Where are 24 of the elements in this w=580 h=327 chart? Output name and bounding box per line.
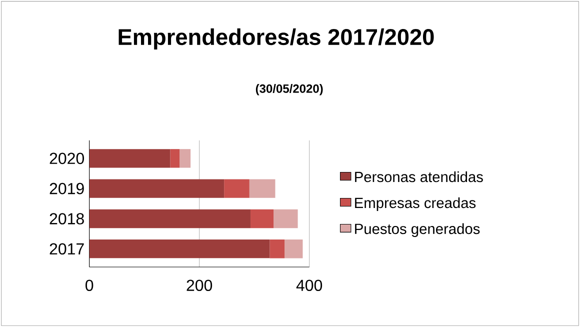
chart-title: Emprendedores/as 2017/2020 bbox=[118, 28, 434, 50]
bar bbox=[274, 209, 298, 228]
y-tick-label: 2019 bbox=[50, 182, 84, 194]
bar bbox=[89, 149, 170, 168]
bar bbox=[170, 149, 180, 168]
bar bbox=[180, 149, 191, 168]
legend-label: Puestos generados bbox=[355, 223, 480, 237]
x-tick-label: 0 bbox=[86, 280, 94, 292]
x-tick-label: 200 bbox=[186, 280, 212, 292]
bar bbox=[249, 179, 276, 198]
bar bbox=[224, 179, 250, 198]
bar bbox=[284, 240, 303, 258]
legend-label: Empresas creadas bbox=[355, 197, 476, 211]
bar bbox=[89, 209, 250, 228]
y-tick-label: 2020 bbox=[50, 152, 84, 164]
bar bbox=[89, 179, 224, 198]
bar bbox=[89, 240, 270, 258]
legend-label: Personas atendidas bbox=[355, 171, 483, 182]
y-tick-label: 2018 bbox=[50, 213, 84, 224]
y-tick-label: 2017 bbox=[50, 243, 84, 255]
x-tick-label: 400 bbox=[296, 280, 322, 292]
bar bbox=[270, 240, 285, 258]
chart-subtitle: (30/05/2020) bbox=[256, 84, 323, 96]
bar bbox=[250, 209, 274, 228]
